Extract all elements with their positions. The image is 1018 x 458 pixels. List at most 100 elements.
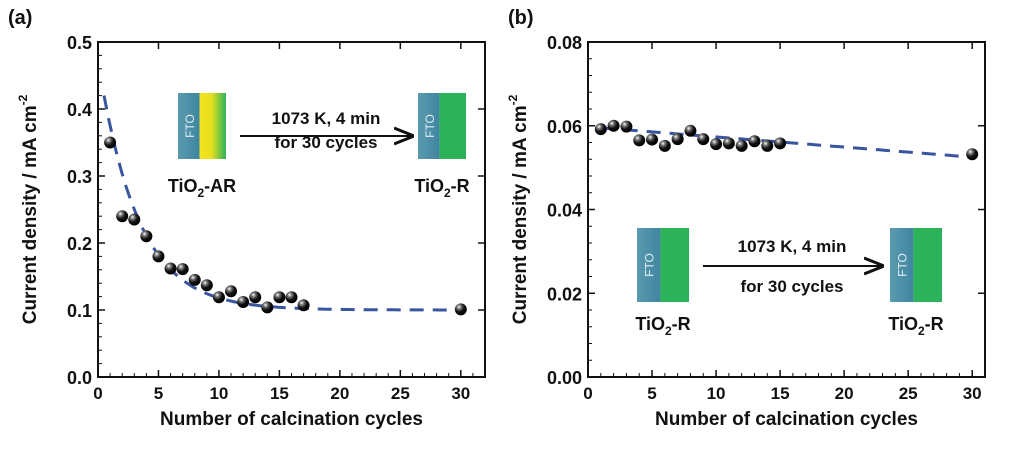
y-axis-label-text: Current density / mA cm [510, 105, 531, 324]
x-tick-label: 15 [270, 384, 289, 403]
y-axis-label-superscript: -2 [16, 94, 30, 105]
y-tick-label: 0.04 [547, 201, 582, 221]
data-point [735, 139, 748, 152]
cycles-text: for 30 cycles [274, 133, 377, 152]
subscript: 2 [197, 186, 204, 200]
fto-label: FTO [423, 114, 437, 138]
fit-line [600, 126, 973, 159]
data-point [620, 120, 633, 133]
y-tick-label: 0.06 [547, 117, 582, 137]
data-point [225, 285, 238, 298]
data-point [249, 291, 262, 304]
fto-layer [890, 228, 914, 302]
data-point [594, 123, 607, 136]
sample-name: TiO [414, 176, 444, 196]
fto-layer [637, 228, 661, 302]
sample-name: TiO [635, 314, 665, 334]
data-point [188, 273, 201, 286]
subscript: 2 [665, 324, 672, 338]
right-sample-label: TiO2-R [414, 176, 469, 200]
y-tick-label: 0.00 [547, 368, 582, 388]
data-point [176, 263, 189, 276]
tio2-layer [439, 93, 466, 159]
fit-line [102, 95, 461, 312]
fto-label: FTO [896, 253, 910, 277]
data-point [237, 295, 250, 308]
left-sample-label: TiO2-AR [168, 176, 236, 200]
y-tick-label: 0.5 [67, 33, 92, 53]
data-point [454, 303, 467, 316]
data-point [128, 213, 141, 226]
data-point [140, 230, 153, 243]
data-point [212, 291, 225, 304]
x-tick-label: 30 [451, 384, 470, 403]
data-point [774, 137, 787, 150]
data-point [710, 138, 723, 151]
plot-frame [97, 41, 486, 378]
x-axis-label: Number of calcination cycles [160, 409, 423, 430]
y-axis-label-text: Current density / mA cm [20, 105, 41, 324]
fto-label: FTO [183, 114, 197, 138]
data-point [633, 134, 646, 147]
data-point [646, 133, 659, 146]
y-tick-label: 0.08 [547, 33, 582, 53]
x-tick-label: 0 [93, 384, 102, 403]
data-point [671, 133, 684, 146]
fto-label: FTO [643, 253, 657, 277]
x-tick-label: 20 [835, 384, 854, 403]
data-point [761, 139, 774, 152]
x-tick-label: 15 [771, 384, 790, 403]
data-point [164, 262, 177, 275]
fto-layer [178, 93, 200, 159]
left-sample-label: TiO2-R [635, 314, 690, 338]
y-axis-label: Current density / mA cm-2 [16, 94, 41, 324]
data-point [116, 210, 129, 223]
data-point [285, 291, 298, 304]
panel-label: (b) [508, 7, 534, 29]
cycles-text: for 30 cycles [740, 277, 843, 296]
condition-text: 1073 K, 4 min [738, 237, 847, 256]
data-point [297, 299, 310, 312]
data-point [684, 124, 697, 137]
x-axis-label: Number of calcination cycles [655, 409, 918, 430]
data-point [200, 279, 213, 292]
data-point [722, 137, 735, 150]
sample-suffix: -AR [204, 176, 236, 196]
data-point [104, 136, 117, 149]
y-tick-label: 0.2 [67, 234, 92, 254]
panel-a: (a) 0 5 10 15 20 25 30 0.0 0.1 0.2 0.3 0.4 0.5 Number … [8, 7, 486, 430]
x-tick-label: 10 [209, 384, 228, 403]
x-tick-label: 5 [647, 384, 656, 403]
panel-label: (a) [8, 7, 32, 29]
y-tick-label: 0.3 [67, 167, 92, 187]
x-tick-label: 0 [583, 384, 592, 403]
x-tick-label: 30 [963, 384, 982, 403]
data-point [152, 250, 165, 263]
subscript: 2 [444, 186, 451, 200]
data-point [748, 135, 761, 148]
sample-suffix: -R [451, 176, 470, 196]
tio2-layer [660, 228, 689, 302]
sample-suffix: -R [672, 314, 691, 334]
y-tick-label: 0.1 [67, 301, 92, 321]
sample-suffix: -R [925, 314, 944, 334]
data-point [966, 148, 979, 161]
y-tick-label: 0.4 [67, 100, 92, 120]
fto-layer [418, 93, 440, 159]
data-point [261, 301, 274, 314]
tio2-layer [199, 93, 226, 159]
sample-name: TiO [168, 176, 198, 196]
x-tick-label: 25 [391, 384, 410, 403]
x-tick-label: 5 [154, 384, 163, 403]
x-tick-label: 25 [899, 384, 918, 403]
condition-text: 1073 K, 4 min [272, 109, 381, 128]
x-tick-label: 10 [707, 384, 726, 403]
y-axis-label: Current density / mA cm-2 [506, 94, 531, 324]
data-point [697, 133, 710, 146]
x-tick-label: 20 [330, 384, 349, 403]
y-tick-label: 0.02 [547, 284, 582, 304]
y-axis-label-superscript: -2 [506, 94, 520, 105]
